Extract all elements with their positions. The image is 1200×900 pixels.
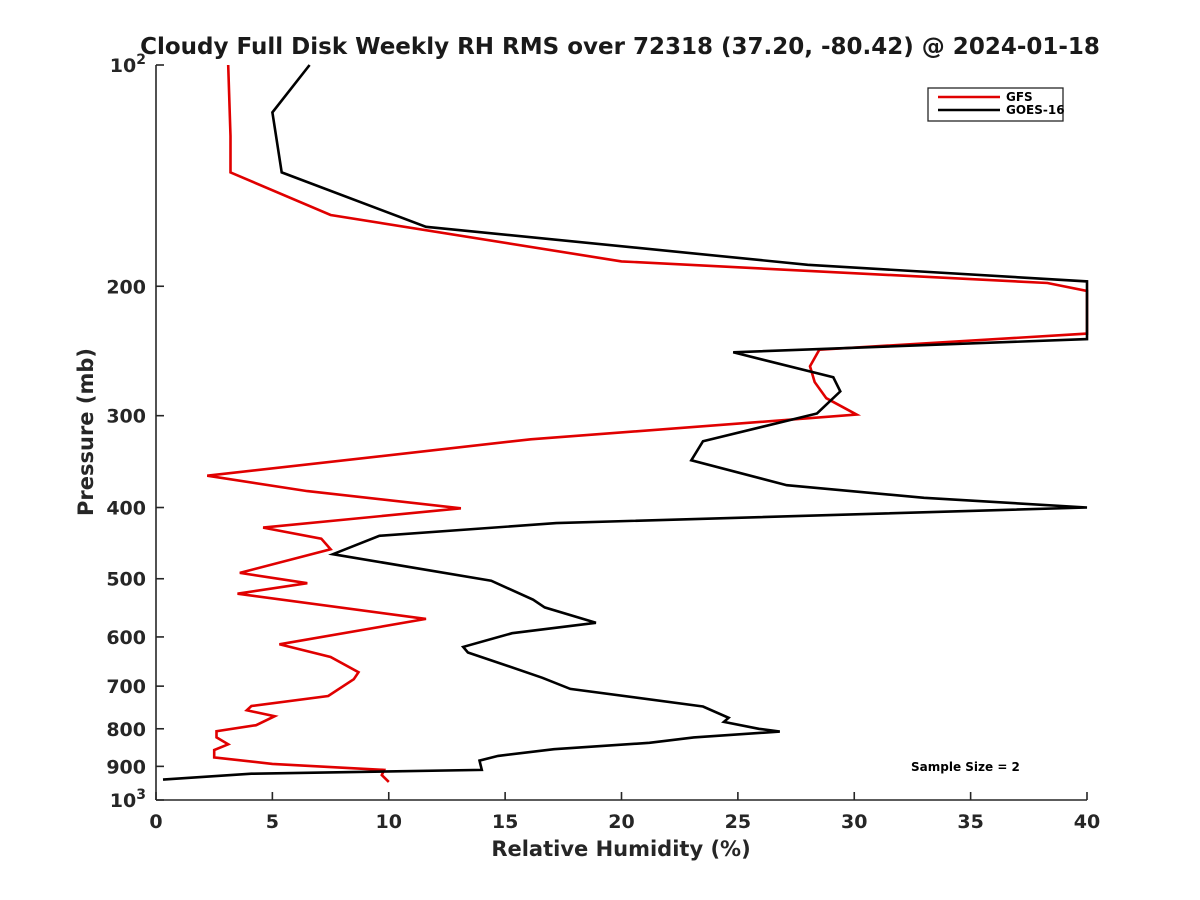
y-tick-label: 800 — [106, 719, 146, 741]
x-tick-label: 30 — [841, 811, 867, 833]
series-layer — [162, 64, 1089, 783]
x-tick-label: 10 — [376, 811, 402, 833]
y-axis-label: Pressure (mb) — [74, 348, 98, 516]
x-axis-ticks: 0 5 10 15 20 25 30 35 40 — [149, 792, 1100, 833]
y-tick-label: 200 — [106, 276, 146, 298]
x-tick-label: 15 — [492, 811, 518, 833]
series-line-goes-16 — [162, 64, 1089, 781]
y-tick-label: 103 — [110, 787, 146, 812]
x-tick-label: 35 — [957, 811, 983, 833]
y-tick-label: 102 — [110, 52, 146, 77]
legend-box — [927, 87, 1064, 122]
y-tick-label: 900 — [106, 756, 146, 778]
x-tick-label: 5 — [266, 811, 279, 833]
y-axis-ticks: 102 200 300 400 500 600 700 800 900 103 — [106, 52, 164, 812]
x-tick-label: 0 — [149, 811, 162, 833]
x-tick-label: 25 — [725, 811, 751, 833]
x-tick-label: 40 — [1074, 811, 1100, 833]
sample-size-annotation: Sample Size = 2 — [911, 760, 1020, 774]
chart-title: Cloudy Full Disk Weekly RH RMS over 7231… — [140, 34, 1100, 60]
legend-label-goes-16: GOES-16 — [1006, 103, 1065, 117]
y-tick-label: 300 — [106, 406, 146, 428]
y-tick-label: 700 — [106, 676, 146, 698]
legend: GFS GOES-16 — [927, 87, 1065, 122]
x-tick-label: 20 — [608, 811, 634, 833]
plot-area: 0 5 10 15 20 25 30 35 40 102 200 300 400 500 600 700 80… — [106, 52, 1100, 833]
series-line-gfs — [207, 64, 1089, 783]
x-axis-label: Relative Humidity (%) — [491, 837, 750, 861]
legend-label-gfs: GFS — [1006, 90, 1033, 104]
y-tick-label: 600 — [106, 627, 146, 649]
y-tick-label: 500 — [106, 569, 146, 591]
y-tick-label: 400 — [106, 498, 146, 520]
